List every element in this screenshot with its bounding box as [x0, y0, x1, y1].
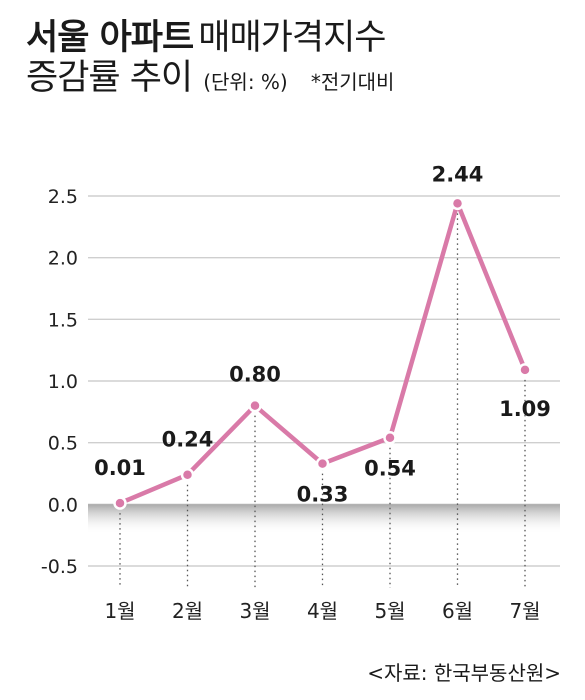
x-axis-categories: 1월 2월 3월 4월 5월 6월 7월 [104, 599, 540, 623]
data-point [180, 467, 195, 482]
title-line2: 증감률 추이 [26, 58, 193, 99]
data-labels: 0.01 0.24 0.80 0.33 0.54 2.44 1.09 [94, 162, 551, 506]
data-label: 2.44 [432, 162, 484, 186]
data-label: 0.54 [364, 457, 416, 481]
x-category-label: 6월 [442, 599, 473, 623]
title-line-2: 증감률 추이 (단위: %) *전기대비 [26, 58, 566, 98]
x-category-label: 7월 [509, 599, 540, 623]
chart-title-block: 서울 아파트 매매가격지수 증감률 추이 (단위: %) *전기대비 [26, 18, 566, 99]
zero-band-shade [88, 504, 560, 535]
unit-label: (단위: %) [203, 70, 288, 95]
data-label: 1.09 [499, 397, 551, 421]
title-line-1: 서울 아파트 매매가격지수 [26, 18, 566, 58]
x-category-label: 4월 [307, 599, 338, 623]
data-point [450, 196, 465, 211]
drop-lines [119, 203, 526, 588]
y-tick-label: 0.5 [48, 433, 78, 455]
source-note: <자료: 한국부동산원> [367, 661, 561, 685]
y-tick-label: 1.0 [48, 371, 78, 393]
data-point [518, 363, 532, 377]
x-category-label: 5월 [374, 599, 405, 623]
data-point [383, 430, 397, 445]
data-point [315, 456, 330, 471]
data-point [248, 398, 262, 413]
y-axis-ticks: -0.5 0.0 0.5 1.0 1.5 2.0 2.5 [41, 186, 78, 578]
data-points [113, 196, 532, 510]
y-tick-label: 0.0 [48, 494, 78, 516]
data-label: 0.24 [162, 428, 214, 452]
data-label: 0.33 [297, 483, 349, 507]
y-tick-label: -0.5 [41, 556, 78, 578]
y-tick-label: 2.5 [48, 186, 78, 208]
y-tick-label: 1.5 [48, 309, 78, 331]
title-sub: 매매가격지수 [198, 18, 386, 58]
x-category-label: 2월 [172, 599, 203, 623]
x-category-label: 1월 [104, 599, 135, 623]
data-point [113, 496, 127, 510]
y-tick-label: 2.0 [48, 248, 78, 270]
title-main: 서울 아파트 [26, 18, 194, 58]
data-label: 0.80 [229, 363, 281, 387]
data-label: 0.01 [94, 456, 146, 480]
zero-band [88, 504, 560, 535]
x-category-label: 3월 [239, 599, 270, 623]
note-label: *전기대비 [310, 70, 395, 95]
